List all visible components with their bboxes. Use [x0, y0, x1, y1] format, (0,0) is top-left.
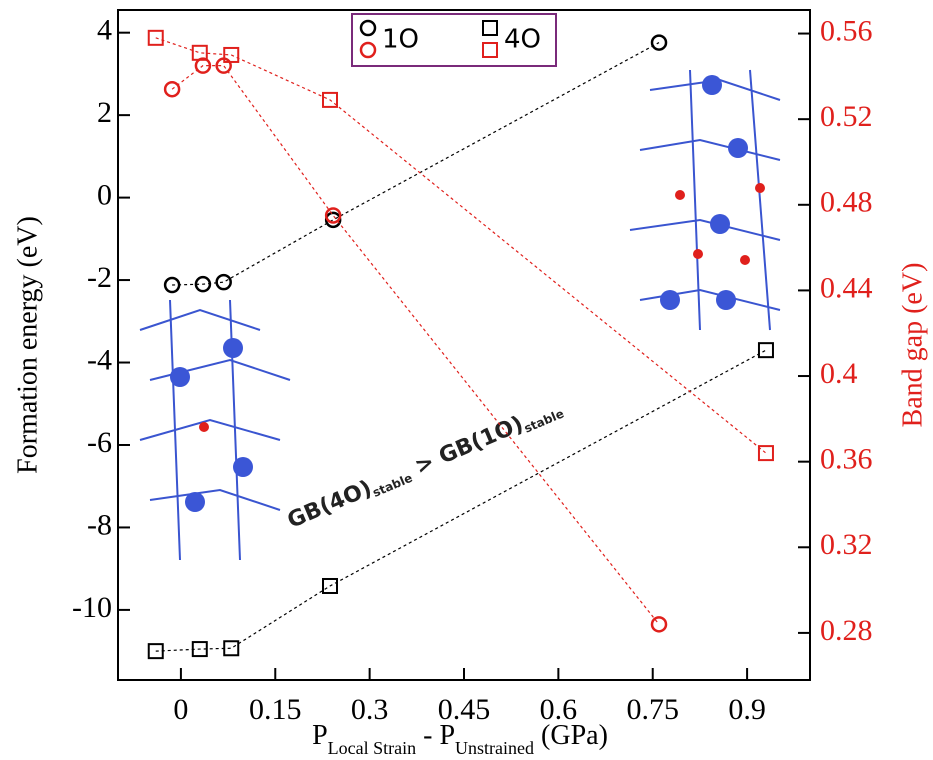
x-tick-label: 0.75: [626, 693, 679, 726]
x-tick-label: 0.6: [540, 693, 578, 726]
marker: [223, 640, 240, 657]
y2-tick-label: 0.44: [820, 271, 873, 304]
marker: [322, 577, 339, 594]
y-tick-label: 4: [97, 14, 112, 47]
y2-tick-label: 0.4: [820, 357, 858, 390]
inset-right: [629, 69, 781, 331]
y2-tick-label: 0.28: [820, 614, 873, 647]
marker: [359, 19, 377, 37]
marker: [194, 275, 212, 293]
marker: [223, 46, 240, 63]
y-tick-label: -6: [87, 426, 112, 459]
marker: [147, 643, 164, 660]
x-axis-title-part: (GPa): [534, 720, 608, 751]
annotation-part: > GB(1O): [404, 412, 527, 483]
marker: [482, 42, 498, 58]
y2-tick-label: 0.52: [820, 100, 873, 133]
marker: [147, 29, 164, 46]
marker: [757, 445, 774, 462]
marker: [163, 276, 181, 294]
x-tick-label: 0.15: [249, 693, 302, 726]
x-axis-title-sub: Local Strain: [328, 738, 416, 758]
x-axis-title-part: P: [312, 720, 328, 751]
marker: [322, 91, 339, 108]
inset-right-atoms: [660, 75, 765, 310]
marker: [650, 616, 668, 633]
y2-tick-label: 0.48: [820, 186, 873, 219]
marker: [163, 80, 181, 98]
series-line: [155, 349, 767, 652]
plot-frame: [117, 9, 811, 681]
marker: [215, 273, 232, 291]
y-tick-label: -10: [72, 591, 112, 624]
y-axis-title: Formation energy (eV): [12, 216, 43, 474]
legend-box: [351, 13, 557, 67]
series-line: [155, 37, 767, 454]
marker: [324, 207, 342, 224]
series-line: [171, 65, 660, 625]
legend-label: 4O: [504, 25, 541, 55]
x-axis-title: PLocal Strain - PUnstrained (GPa): [312, 720, 608, 758]
x-tick-label: 0: [173, 693, 188, 726]
marker: [324, 211, 342, 229]
x-axis-title-part: - P: [416, 720, 455, 751]
y-tick-label: -4: [87, 343, 112, 376]
y-tick-label: -2: [87, 261, 112, 294]
y2-tick-label: 0.56: [820, 14, 873, 47]
x-tick-label: 0.9: [728, 693, 766, 726]
series-line: [172, 42, 660, 286]
marker: [194, 57, 212, 74]
marker: [191, 44, 208, 61]
y-tick-label: 0: [97, 178, 112, 211]
x-tick-label: 0.3: [351, 693, 389, 726]
x-axis-title-sub: Unstrained: [455, 738, 534, 758]
y-tick-label: -8: [87, 508, 112, 541]
annotation: GB(4O)stable > GB(1O)stable: [284, 395, 566, 534]
inset-left: [139, 299, 291, 561]
marker: [757, 342, 774, 359]
inset-left-atoms: [170, 338, 253, 512]
y-tick-label: 2: [97, 96, 112, 129]
y2-tick-label: 0.32: [820, 528, 873, 561]
marker: [482, 20, 498, 36]
marker: [359, 41, 377, 59]
annotation-part: GB(4O): [284, 476, 376, 534]
legend-label: 1O: [382, 25, 419, 55]
y2-tick-label: 0.36: [820, 443, 873, 476]
annotation-sub: stable: [370, 470, 414, 499]
y2-axis-title: Band gap (eV): [897, 263, 928, 428]
x-tick-label: 0.45: [438, 693, 491, 726]
marker: [650, 34, 668, 51]
annotation-sub: stable: [522, 406, 566, 435]
marker: [191, 641, 208, 658]
